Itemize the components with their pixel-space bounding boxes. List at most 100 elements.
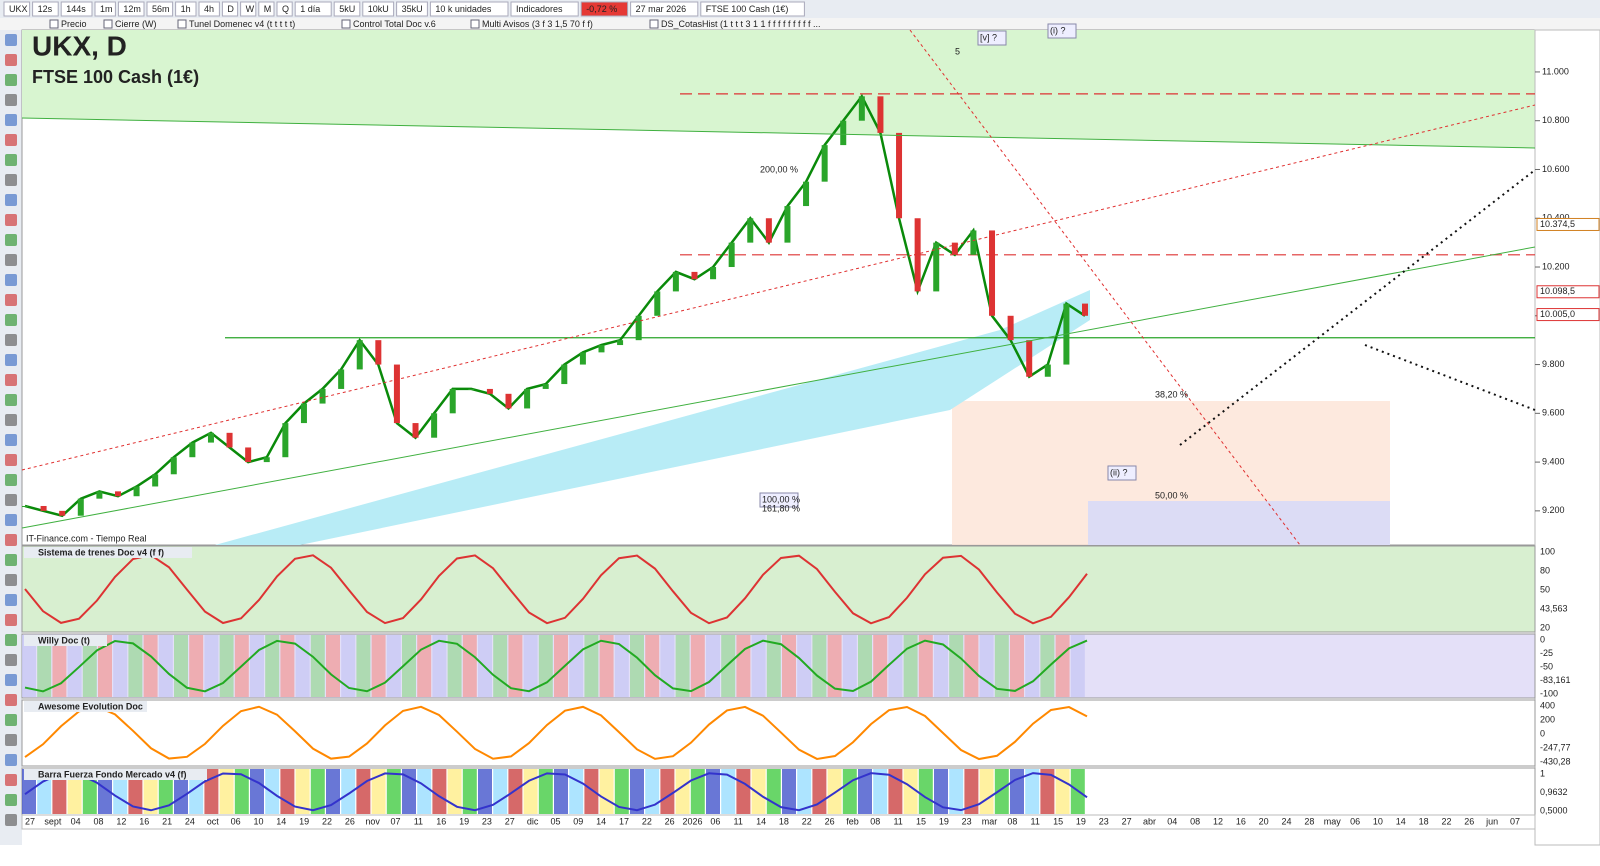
toolbar-button[interactable]: W	[246, 4, 255, 14]
indicator-bar	[1010, 769, 1024, 814]
tool-icon[interactable]	[5, 374, 17, 386]
toolbar-button-bg[interactable]	[333, 1, 361, 17]
toolbar-button-bg[interactable]	[258, 1, 275, 17]
toolbar-button-bg[interactable]	[510, 1, 579, 17]
tool-icon[interactable]	[5, 514, 17, 526]
tool-icon[interactable]	[5, 614, 17, 626]
toolbar-button-bg[interactable]	[294, 1, 332, 17]
tool-icon[interactable]	[5, 54, 17, 66]
toolbar-button[interactable]: Q	[282, 4, 289, 14]
tool-icon[interactable]	[5, 454, 17, 466]
toolbar-button-bg[interactable]	[396, 1, 428, 17]
toolbar-button[interactable]: 12s	[38, 4, 53, 14]
toolbar-button-bg[interactable]	[94, 1, 116, 17]
indicator-check[interactable]	[49, 19, 59, 29]
tool-icon[interactable]	[5, 674, 17, 686]
toolbar-button[interactable]: 1h	[181, 4, 191, 14]
tool-icon[interactable]	[5, 314, 17, 326]
tool-icon[interactable]	[5, 34, 17, 46]
toolbar-button[interactable]: 1 día	[300, 4, 320, 14]
tool-icon[interactable]	[5, 74, 17, 86]
indicator-check[interactable]	[649, 19, 659, 29]
toolbar-button-bg[interactable]	[198, 1, 220, 17]
indicator-check[interactable]	[341, 19, 351, 29]
candle	[59, 510, 66, 516]
tool-icon[interactable]	[5, 114, 17, 126]
toolbar-button-bg[interactable]	[276, 1, 293, 17]
tool-icon[interactable]	[5, 574, 17, 586]
toolbar-button-bg[interactable]	[700, 1, 805, 17]
toolbar-button-bg[interactable]	[362, 1, 395, 17]
toolbar-button[interactable]: 1m	[100, 4, 113, 14]
toolbar-button-bg[interactable]	[429, 1, 509, 17]
annotation: IT-Finance.com - Tiempo Real	[26, 533, 147, 543]
indicator-label[interactable]: Tunel Domenec v4 (t t t t t)	[189, 19, 295, 29]
tool-icon[interactable]	[5, 94, 17, 106]
tool-icon[interactable]	[5, 714, 17, 726]
indicator-label[interactable]: Multi Avisos (3 f 3 1,5 70 f f)	[482, 19, 593, 29]
tool-icon[interactable]	[5, 294, 17, 306]
toolbar-button[interactable]: 4h	[204, 4, 214, 14]
tool-icon[interactable]	[5, 334, 17, 346]
tool-icon[interactable]	[5, 554, 17, 566]
tool-icon[interactable]	[5, 494, 17, 506]
tool-icon[interactable]	[5, 194, 17, 206]
toolbar-button-bg[interactable]	[60, 1, 93, 17]
indicator-bar	[158, 635, 173, 697]
tool-icon[interactable]	[5, 814, 17, 826]
tool-icon[interactable]	[5, 634, 17, 646]
tool-icon[interactable]	[5, 274, 17, 286]
toolbar-button[interactable]: 5kU	[339, 4, 355, 14]
tool-icon[interactable]	[5, 394, 17, 406]
toolbar-button[interactable]: D	[227, 4, 234, 14]
tool-icon[interactable]	[5, 754, 17, 766]
toolbar-button[interactable]: -0,72 %	[586, 4, 617, 14]
tool-icon[interactable]	[5, 414, 17, 426]
tool-icon[interactable]	[5, 794, 17, 806]
tool-icon[interactable]	[5, 134, 17, 146]
tool-icon[interactable]	[5, 734, 17, 746]
toolbar-button-bg[interactable]	[630, 1, 699, 17]
tool-icon[interactable]	[5, 354, 17, 366]
tool-icon[interactable]	[5, 214, 17, 226]
tool-icon[interactable]	[5, 594, 17, 606]
indicator-check[interactable]	[470, 19, 480, 29]
toolbar-button-bg[interactable]	[240, 1, 257, 17]
toolbar-button-bg[interactable]	[175, 1, 197, 17]
toolbar-button[interactable]: 35kU	[402, 4, 423, 14]
toolbar-button[interactable]: FTSE 100 Cash (1€)	[706, 4, 789, 14]
indicator-label[interactable]: DS_CotasHist (1 t t t 3 1 1 f f f f f f …	[661, 19, 821, 29]
tool-icon[interactable]	[5, 254, 17, 266]
tool-icon[interactable]	[5, 694, 17, 706]
tool-icon[interactable]	[5, 654, 17, 666]
toolbar-button[interactable]: 144s	[66, 4, 86, 14]
toolbar-button[interactable]: UKX	[9, 4, 28, 14]
toolbar-button-bg[interactable]	[32, 1, 59, 17]
tool-icon[interactable]	[5, 154, 17, 166]
indicator-label[interactable]: Cierre (W)	[115, 19, 157, 29]
tool-icon[interactable]	[5, 774, 17, 786]
tool-icon[interactable]	[5, 234, 17, 246]
toolbar-button-bg[interactable]	[580, 1, 629, 17]
toolbar-button[interactable]: 12m	[123, 4, 141, 14]
toolbar-button[interactable]: 10kU	[368, 4, 389, 14]
toolbar-button-bg[interactable]	[221, 1, 239, 17]
toolbar-button-bg[interactable]	[117, 1, 145, 17]
toolbar-button-bg[interactable]	[3, 1, 31, 17]
tool-icon[interactable]	[5, 434, 17, 446]
toolbar-button[interactable]: M	[264, 4, 272, 14]
tool-icon[interactable]	[5, 534, 17, 546]
toolbar-button[interactable]: 56m	[152, 4, 170, 14]
toolbar-button[interactable]: 10 k unidades	[435, 4, 492, 14]
toolbar-button-bg[interactable]	[146, 1, 174, 17]
candle	[226, 432, 233, 448]
tool-icon[interactable]	[5, 174, 17, 186]
tool-icon[interactable]	[5, 474, 17, 486]
indicator-label[interactable]: Control Total Doc v.6	[353, 19, 436, 29]
toolbar-button[interactable]: Indicadores	[516, 4, 563, 14]
indicator-label[interactable]: Precio	[61, 19, 87, 29]
indicator-check[interactable]	[177, 19, 187, 29]
indicator-bar	[98, 635, 112, 697]
toolbar-button[interactable]: 27 mar 2026	[636, 4, 687, 14]
indicator-check[interactable]	[103, 19, 113, 29]
